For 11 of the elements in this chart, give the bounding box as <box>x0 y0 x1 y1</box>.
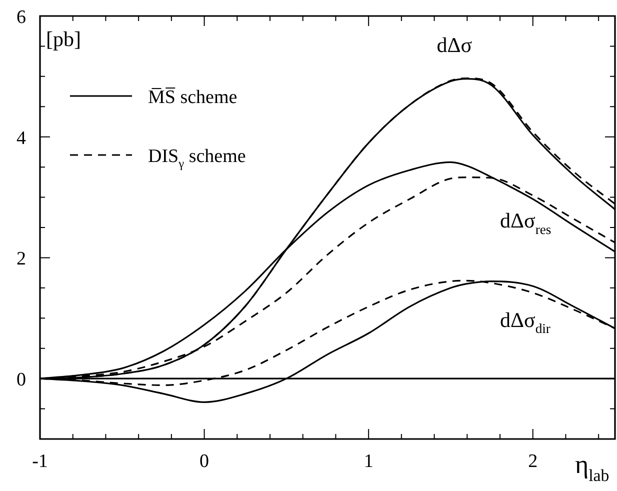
x-tick-label: 2 <box>528 451 538 472</box>
y-tick-label: 4 <box>16 128 26 149</box>
annotation: dΔσ <box>436 32 472 57</box>
y-tick-label: 2 <box>16 248 26 270</box>
y-tick-label: 6 <box>16 7 26 28</box>
x-tick-label: 1 <box>364 451 374 472</box>
y-axis-title: [pb] <box>46 27 81 51</box>
legend-label: M̅S̅ scheme <box>148 87 238 108</box>
x-tick-label: -1 <box>32 451 48 472</box>
y-tick-label: 0 <box>16 370 26 391</box>
x-tick-label: 0 <box>200 451 210 472</box>
